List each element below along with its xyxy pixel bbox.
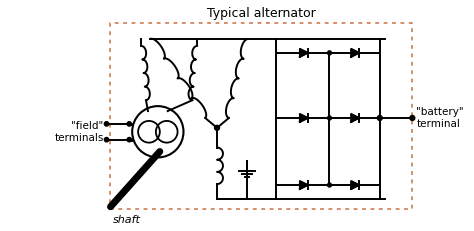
Text: "battery"
terminal: "battery" terminal: [416, 107, 464, 129]
Text: "field"
terminals: "field" terminals: [54, 121, 104, 143]
Circle shape: [127, 137, 131, 142]
Polygon shape: [300, 114, 308, 122]
Circle shape: [410, 116, 415, 120]
Text: shaft: shaft: [112, 215, 140, 225]
Polygon shape: [351, 114, 359, 122]
Circle shape: [377, 116, 382, 120]
Circle shape: [127, 122, 131, 126]
Polygon shape: [300, 181, 308, 189]
Circle shape: [328, 183, 331, 187]
Circle shape: [215, 125, 219, 130]
Polygon shape: [300, 49, 308, 57]
Bar: [110, 23, 412, 209]
Polygon shape: [351, 49, 359, 57]
Circle shape: [328, 116, 331, 120]
Circle shape: [104, 122, 109, 126]
Circle shape: [328, 51, 331, 55]
Circle shape: [104, 137, 109, 142]
Text: Typical alternator: Typical alternator: [207, 7, 316, 20]
Polygon shape: [351, 181, 359, 189]
